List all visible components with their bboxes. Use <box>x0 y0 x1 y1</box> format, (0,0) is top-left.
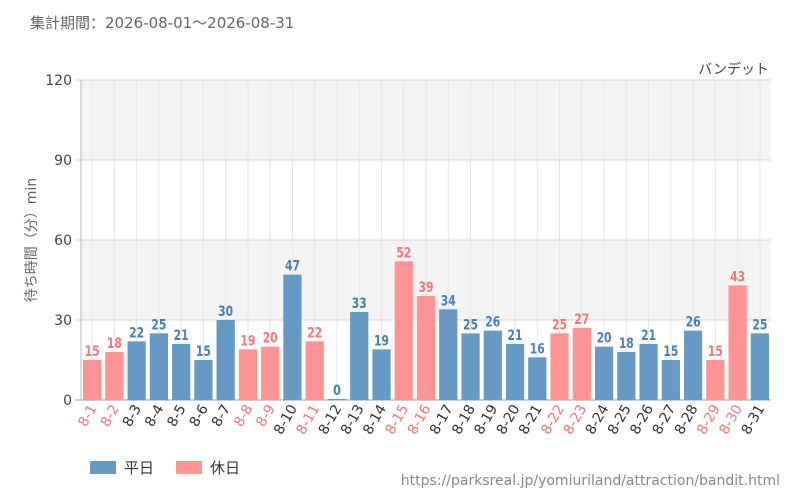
bar-8-6 <box>194 360 213 400</box>
period-text: 集計期間：2026-08-01～2026-08-31 <box>30 14 295 32</box>
bar-8-13 <box>350 312 369 400</box>
value-label: 21 <box>641 328 656 344</box>
legend-item-weekday: 平日 <box>90 457 154 478</box>
bar-8-14 <box>372 349 391 400</box>
bar-8-29 <box>706 360 725 400</box>
legend-item-holiday: 休日 <box>176 457 240 478</box>
bar-8-9 <box>261 346 280 400</box>
value-label: 19 <box>240 333 255 349</box>
bar-8-5 <box>172 344 191 400</box>
bar-8-30 <box>728 285 747 400</box>
value-label: 21 <box>174 328 189 344</box>
value-label: 39 <box>419 280 434 296</box>
bar-8-18 <box>461 333 480 400</box>
source-url[interactable]: https://parksreal.jp/yomiuriland/attract… <box>400 473 780 489</box>
y-tick-label: 90 <box>54 153 72 169</box>
bar-8-26 <box>639 344 658 400</box>
x-tick-label: 8-3 <box>120 402 145 430</box>
y-tick-label: 120 <box>45 73 72 89</box>
bar-8-4 <box>149 333 169 400</box>
bar-8-11 <box>305 341 324 400</box>
value-label: 18 <box>107 336 122 352</box>
value-label: 25 <box>552 317 567 333</box>
y-axis-label: 待ち時間（分）min <box>24 178 40 302</box>
x-tick-label: 8-6 <box>187 402 212 430</box>
value-label: 27 <box>574 312 589 328</box>
bar-8-3 <box>127 341 146 400</box>
value-label: 26 <box>485 315 500 331</box>
value-label: 19 <box>374 333 389 349</box>
value-label: 22 <box>307 325 322 341</box>
x-tick-label: 8-4 <box>142 402 167 430</box>
legend-swatch-holiday <box>176 461 203 474</box>
bar-8-10 <box>283 274 302 400</box>
legend-label-holiday: 休日 <box>210 459 241 477</box>
value-label: 47 <box>285 259 300 275</box>
x-tick-label: 8-8 <box>231 402 256 430</box>
value-label: 22 <box>129 325 144 341</box>
value-label: 25 <box>463 317 478 333</box>
value-label: 15 <box>708 344 723 360</box>
bar-8-2 <box>105 352 124 400</box>
x-tick-label: 8-1 <box>75 402 100 430</box>
value-label: 15 <box>663 344 678 360</box>
y-tick-label: 0 <box>63 393 72 409</box>
x-tick-label: 8-5 <box>164 402 189 430</box>
value-label: 0 <box>333 383 341 399</box>
value-label: 52 <box>396 245 411 261</box>
value-label: 20 <box>597 331 612 347</box>
bar-8-22 <box>550 333 569 400</box>
bar-8-28 <box>683 330 703 400</box>
value-label: 20 <box>263 331 278 347</box>
x-tick-label: 8-7 <box>209 402 234 430</box>
chart-title: バンデット <box>698 61 769 78</box>
value-label: 25 <box>752 317 767 333</box>
y-tick-label: 30 <box>54 313 72 329</box>
y-tick-label: 60 <box>54 233 72 249</box>
value-label: 15 <box>196 344 211 360</box>
bar-8-17 <box>439 309 458 400</box>
value-label: 25 <box>151 317 166 333</box>
bar-8-8 <box>238 349 258 400</box>
x-tick-label: 8-31 <box>739 402 769 438</box>
bar-8-16 <box>416 296 436 400</box>
value-label: 15 <box>85 344 100 360</box>
value-label: 26 <box>686 315 701 331</box>
value-label: 16 <box>530 341 545 357</box>
bar-8-20 <box>505 344 525 400</box>
bar-8-23 <box>572 328 591 400</box>
value-label: 43 <box>730 269 745 285</box>
legend: 平日 休日 <box>90 457 240 478</box>
bar-8-25 <box>617 352 636 400</box>
bar-8-31 <box>750 333 769 400</box>
bar-8-12 <box>327 399 347 400</box>
value-label: 33 <box>352 296 367 312</box>
bar-8-19 <box>483 330 502 400</box>
legend-label-weekday: 平日 <box>124 459 155 477</box>
x-tick-label: 8-2 <box>98 402 123 430</box>
bar-8-7 <box>216 320 235 400</box>
value-label: 30 <box>218 304 233 320</box>
bar-8-24 <box>594 346 614 400</box>
value-label: 18 <box>619 336 634 352</box>
value-label: 34 <box>441 293 456 309</box>
legend-swatch-weekday <box>90 461 116 474</box>
bar-8-27 <box>661 360 680 400</box>
bar-8-15 <box>394 261 413 400</box>
bar-8-21 <box>528 357 547 400</box>
value-label: 21 <box>508 328 523 344</box>
bar-8-1 <box>83 360 102 400</box>
